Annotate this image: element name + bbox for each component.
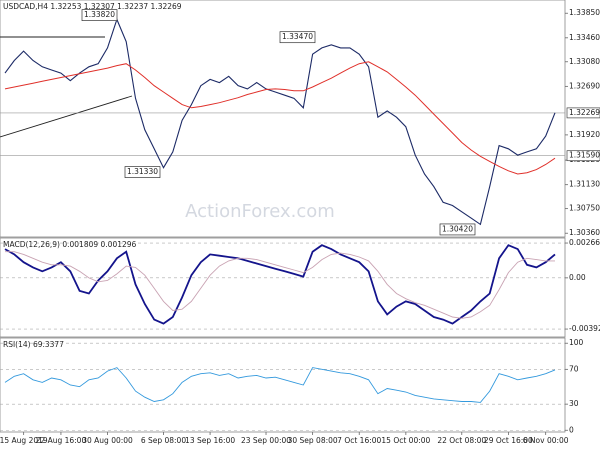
x-tick-label: 7 Oct 16:00 bbox=[337, 436, 381, 445]
x-tick-label: 22 Oct 08:00 bbox=[437, 436, 486, 445]
annotation-box bbox=[279, 31, 316, 44]
price-panel bbox=[0, 0, 566, 238]
x-tick-label: 30 Sep 08:00 bbox=[288, 436, 338, 445]
series-line bbox=[4, 61, 556, 175]
rsi-title: RSI(14) 69.3377 bbox=[3, 340, 64, 349]
y-tick-label: 30 bbox=[569, 399, 579, 408]
annotation-label: 1.33820 bbox=[84, 10, 115, 19]
y-tick-label: 1.30360 bbox=[569, 228, 600, 237]
annotation-box bbox=[81, 9, 118, 21]
x-tick-label: 6 Nov 00:00 bbox=[523, 436, 569, 445]
series-line bbox=[4, 17, 556, 226]
rsi-panel bbox=[0, 337, 566, 433]
y-tick-label: 1.32690 bbox=[569, 81, 600, 90]
y-tick-label: 1.33460 bbox=[569, 33, 600, 42]
y-tick-label: 70 bbox=[569, 364, 579, 373]
x-tick-label: 15 Aug 2019 bbox=[0, 436, 48, 445]
chart-title: USDCAD,H4 1.32253 1.32307 1.32237 1.3226… bbox=[3, 2, 182, 11]
y-tick-label: -0.003922 bbox=[569, 324, 600, 333]
y-tick-label: 0.002667 bbox=[569, 238, 600, 247]
x-tick-label: 13 Sep 16:00 bbox=[185, 436, 235, 445]
y-tick-label: 1.33850 bbox=[569, 8, 600, 17]
annotation-box bbox=[124, 166, 161, 178]
x-tick-label: 15 Oct 00:00 bbox=[381, 436, 430, 445]
y-tick-label: 0.00 bbox=[569, 273, 586, 282]
y-tick-label: 1.30750 bbox=[569, 204, 600, 213]
macd-panel bbox=[0, 237, 566, 338]
x-tick-label: 30 Aug 00:00 bbox=[82, 436, 133, 445]
trend-line bbox=[0, 95, 133, 138]
annotation-box bbox=[439, 223, 476, 236]
annotation-label: 1.33470 bbox=[282, 32, 313, 41]
x-tick-label: 6 Sep 08:00 bbox=[141, 436, 187, 445]
macd-title: MACD(12,26,9) 0.001809 0.001296 bbox=[3, 240, 137, 249]
x-tick-label: 29 Oct 16:00 bbox=[484, 436, 533, 445]
price-marker bbox=[566, 107, 600, 119]
price-marker-label: 1.32269 bbox=[569, 108, 600, 117]
x-tick-label: 22 Aug 16:00 bbox=[36, 436, 87, 445]
series-line bbox=[4, 244, 556, 325]
x-tick-label: 23 Sep 00:00 bbox=[241, 436, 291, 445]
y-tick-label: 100 bbox=[569, 338, 584, 347]
price-marker-label: 1.31590 bbox=[569, 151, 600, 160]
annotation-label: 1.31330 bbox=[127, 167, 158, 176]
series-line bbox=[5, 251, 555, 319]
y-tick-label: 1.33080 bbox=[569, 57, 600, 66]
price-marker bbox=[566, 150, 600, 162]
y-tick-label: 0 bbox=[569, 425, 574, 434]
y-tick-label: 1.31130 bbox=[569, 180, 600, 189]
series-line bbox=[4, 367, 556, 403]
y-tick-label: 1.31920 bbox=[569, 130, 600, 139]
watermark: ActionForex.com bbox=[185, 201, 335, 222]
annotation-label: 1.30420 bbox=[442, 224, 473, 233]
